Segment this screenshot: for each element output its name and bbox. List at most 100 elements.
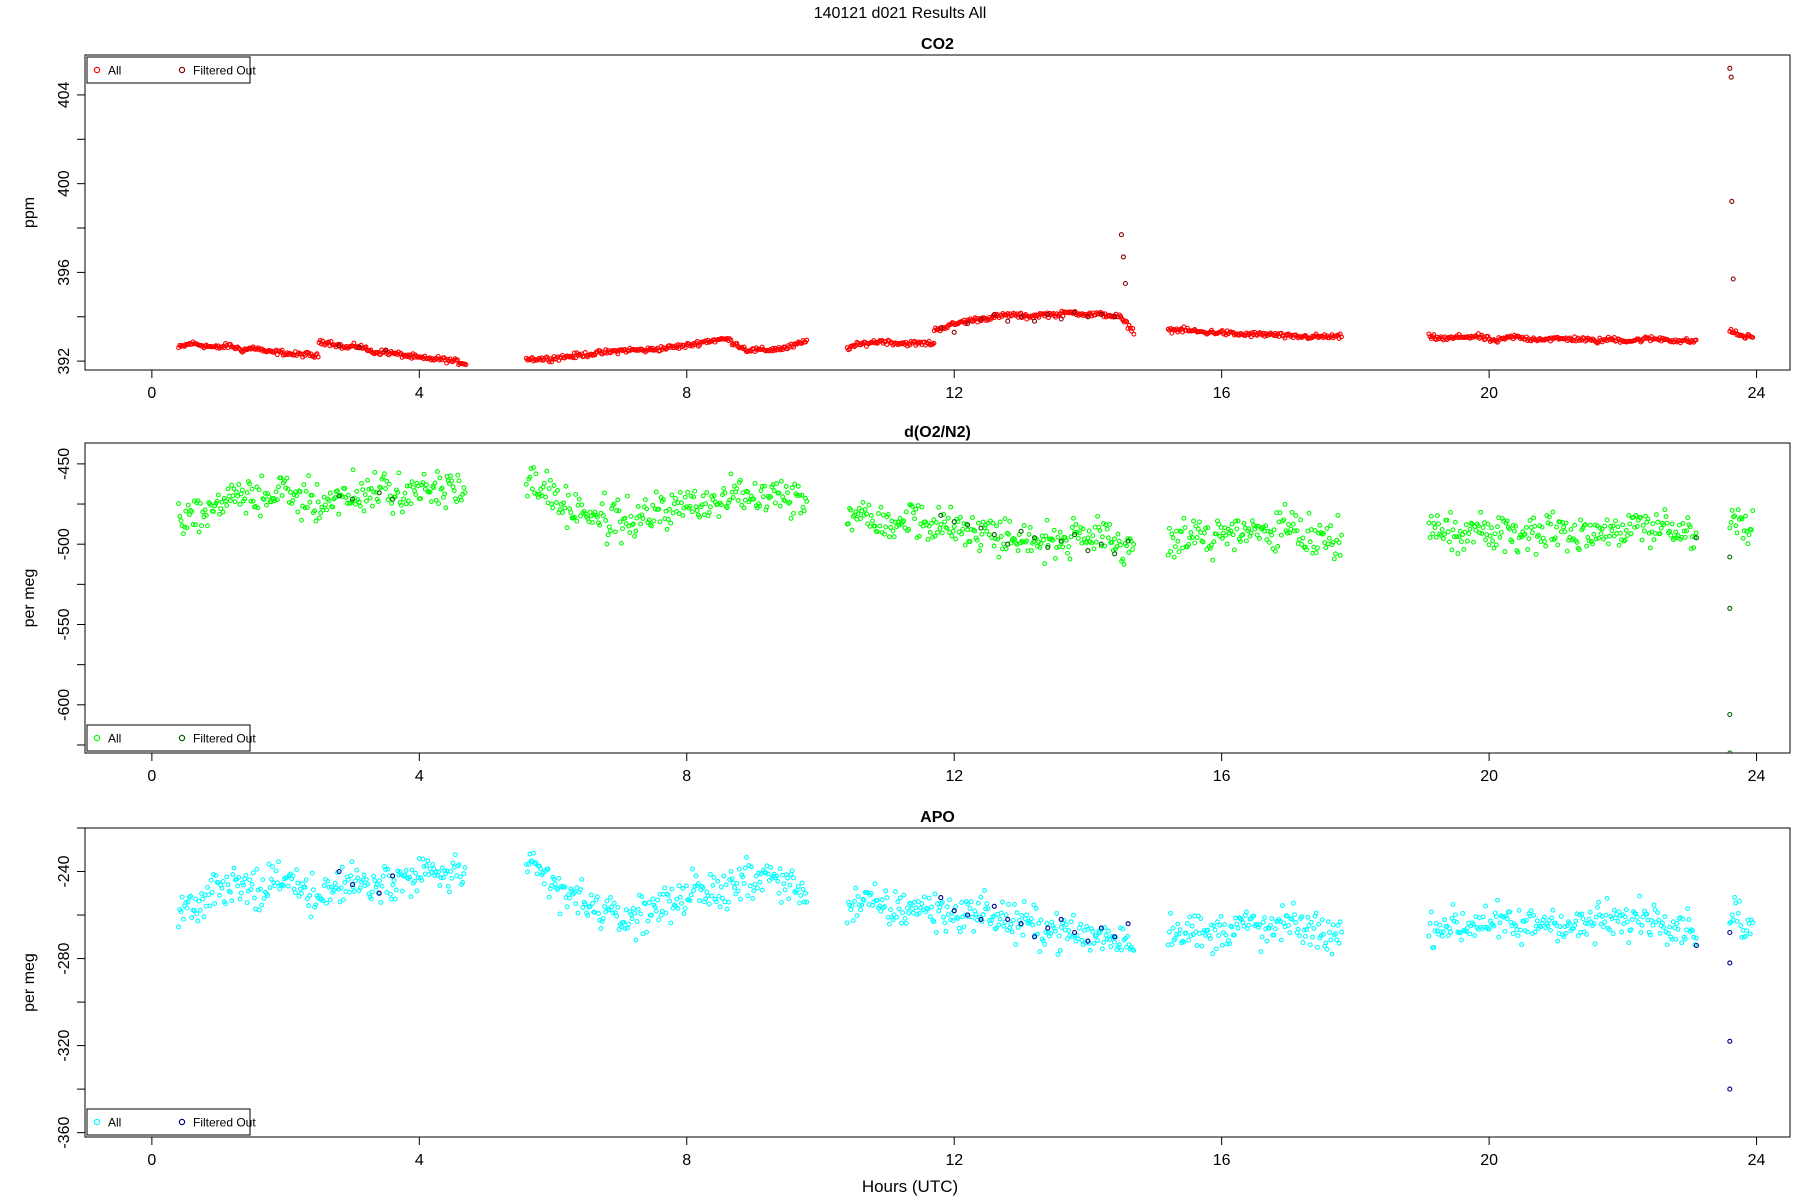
point-all: [994, 523, 999, 529]
plot-frame: [84, 54, 1791, 371]
point-all: [1649, 917, 1655, 923]
point-all: [1001, 541, 1007, 547]
point-all: [663, 508, 669, 514]
point-all: [387, 891, 393, 897]
point-all: [656, 917, 662, 923]
point-all: [1302, 544, 1308, 550]
y-tick-label: 404: [56, 81, 73, 108]
point-all: [659, 908, 665, 914]
point-all: [1203, 525, 1208, 531]
point-all: [883, 888, 889, 894]
point-all: [321, 883, 327, 888]
point-all: [257, 886, 263, 892]
point-all: [1116, 942, 1122, 948]
point-all: [1263, 523, 1269, 529]
point-all: [866, 502, 872, 508]
point-all: [623, 521, 629, 527]
point-all: [635, 504, 641, 509]
point-all: [1450, 527, 1456, 533]
point-all: [955, 915, 961, 921]
point-all: [1091, 940, 1097, 946]
point-all: [785, 875, 790, 881]
point-all: [220, 878, 226, 884]
point-all: [624, 493, 630, 499]
point-all: [1607, 927, 1612, 933]
point-all: [1304, 547, 1310, 553]
point-all: [1639, 922, 1645, 928]
y-tick-label: -600: [56, 689, 73, 721]
point-all: [574, 885, 580, 891]
point-all: [1019, 912, 1025, 918]
point-all: [353, 501, 358, 507]
point-filtered: [991, 311, 997, 318]
point-all: [791, 875, 796, 881]
point-all: [1292, 528, 1297, 534]
point-all: [1728, 520, 1734, 525]
point-all: [1545, 520, 1551, 526]
point-all: [1191, 518, 1196, 524]
point-all: [1584, 931, 1590, 937]
point-all: [1057, 948, 1063, 953]
point-all: [895, 899, 901, 905]
point-all: [1001, 923, 1007, 929]
point-all: [679, 900, 684, 906]
point-all: [1191, 932, 1196, 938]
point-all: [1489, 525, 1494, 531]
point-all: [223, 498, 228, 504]
point-all: [403, 867, 409, 873]
point-all: [1046, 933, 1052, 939]
point-all: [239, 487, 245, 493]
point-all: [726, 899, 731, 905]
point-all: [547, 477, 553, 483]
point-all: [415, 875, 421, 881]
point-all: [1264, 938, 1270, 944]
point-all: [1300, 535, 1306, 541]
point-all: [1284, 913, 1290, 919]
point-all: [1272, 926, 1278, 932]
point-all: [898, 920, 904, 926]
point-all: [774, 873, 780, 879]
point-all: [1555, 938, 1561, 944]
point-all: [610, 910, 616, 916]
point-all: [1130, 547, 1135, 552]
point-all: [571, 514, 577, 520]
point-all: [1738, 923, 1744, 928]
point-all: [1479, 531, 1485, 536]
point-all: [1555, 542, 1561, 548]
point-filtered: [1098, 541, 1104, 547]
point-all: [176, 924, 182, 930]
point-filtered: [1085, 938, 1091, 944]
point-all: [1594, 904, 1600, 910]
point-all: [669, 492, 675, 498]
point-all: [1059, 924, 1064, 930]
point-all: [432, 480, 438, 486]
point-all: [273, 868, 279, 874]
point-all: [256, 907, 262, 913]
point-all: [446, 480, 452, 486]
point-all: [753, 873, 759, 879]
point-all: [844, 920, 850, 926]
point-all: [182, 524, 188, 530]
point-all: [1286, 522, 1291, 527]
point-all: [915, 339, 921, 345]
point-all: [1615, 524, 1621, 530]
point-all: [1269, 532, 1275, 538]
point-all: [617, 519, 623, 525]
point-all: [1427, 920, 1433, 926]
point-all: [525, 493, 530, 499]
point-all: [1044, 921, 1050, 927]
point-all: [1669, 521, 1675, 527]
point-all: [573, 355, 579, 361]
point-all: [1655, 519, 1661, 525]
y-tick-label: -240: [56, 855, 73, 887]
point-all: [1020, 932, 1026, 938]
point-all: [1243, 909, 1249, 915]
point-all: [550, 505, 556, 511]
point-all: [1209, 542, 1214, 548]
point-all: [1195, 913, 1201, 919]
point-all: [570, 355, 576, 361]
point-all: [229, 898, 235, 904]
point-all: [1445, 529, 1451, 535]
point-all: [285, 486, 291, 492]
point-all: [1522, 928, 1528, 934]
